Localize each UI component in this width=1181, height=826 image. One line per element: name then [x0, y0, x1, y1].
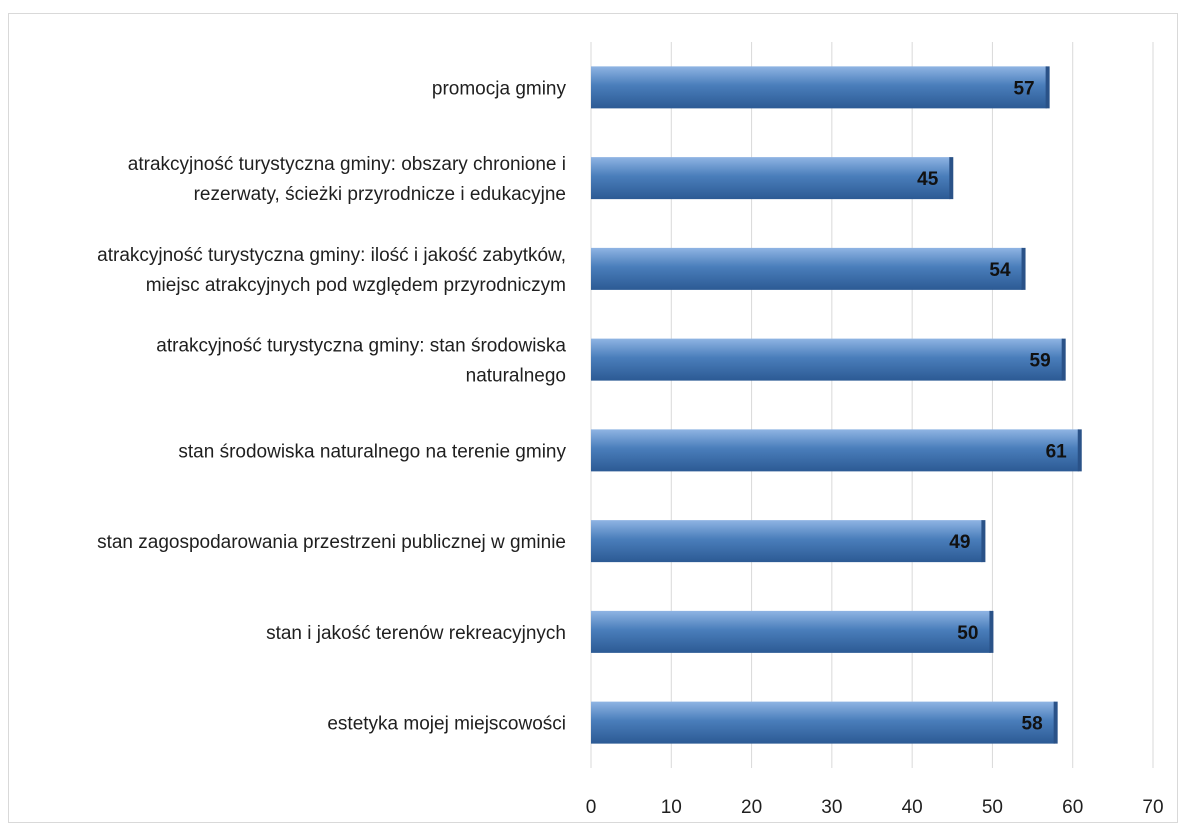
chart-frame: [8, 13, 1178, 823]
x-tick-label: 40: [902, 797, 923, 818]
gridlines: [590, 42, 1154, 768]
category-label: stan zagospodarowania przestrzeni public…: [97, 532, 566, 553]
bar-value-label: 54: [989, 260, 1011, 281]
category-label: stan i jakość terenów rekreacyjnych: [266, 623, 566, 644]
category-label: atrakcyjność turystyczna gminy: ilość i …: [97, 245, 566, 296]
bar: [591, 520, 986, 563]
category-label: estetyka mojej miejscowości: [327, 714, 566, 735]
bar-value-label: 50: [957, 623, 978, 644]
x-tick-label: 50: [982, 797, 1003, 818]
bar: [591, 247, 1026, 290]
bar-value-label: 59: [1030, 351, 1051, 372]
bar: [591, 610, 994, 653]
bar-value-label: 57: [1013, 78, 1034, 99]
bar: [591, 338, 1066, 381]
category-label: promocja gminy: [432, 78, 567, 99]
x-tick-label: 30: [821, 797, 842, 818]
bar-value-label: 49: [949, 532, 970, 553]
bar: [591, 701, 1058, 744]
x-tick-label: 0: [586, 797, 597, 818]
bar: [591, 429, 1082, 472]
category-labels: promocja gminy atrakcyjność turystyczna g…: [97, 78, 566, 734]
x-tick-label: 60: [1062, 797, 1083, 818]
bars: 57 45 54 59 61 49 50 58: [591, 66, 1082, 744]
category-label: atrakcyjność turystyczna gminy: obszary …: [128, 154, 566, 205]
bar-value-label: 45: [917, 169, 939, 190]
x-axis-ticks: 0 10 20 30 40 50 60 70: [586, 797, 1164, 818]
x-tick-label: 10: [661, 797, 682, 818]
x-tick-label: 20: [741, 797, 762, 818]
bar-value-label: 61: [1046, 441, 1068, 462]
bar: [591, 157, 954, 200]
category-label: stan środowiska naturalnego na terenie g…: [178, 441, 566, 462]
category-label: atrakcyjność turystyczna gminy: stan śro…: [156, 336, 566, 387]
x-tick-label: 70: [1142, 797, 1163, 818]
bar: [591, 66, 1050, 109]
bar-value-label: 58: [1022, 714, 1043, 735]
